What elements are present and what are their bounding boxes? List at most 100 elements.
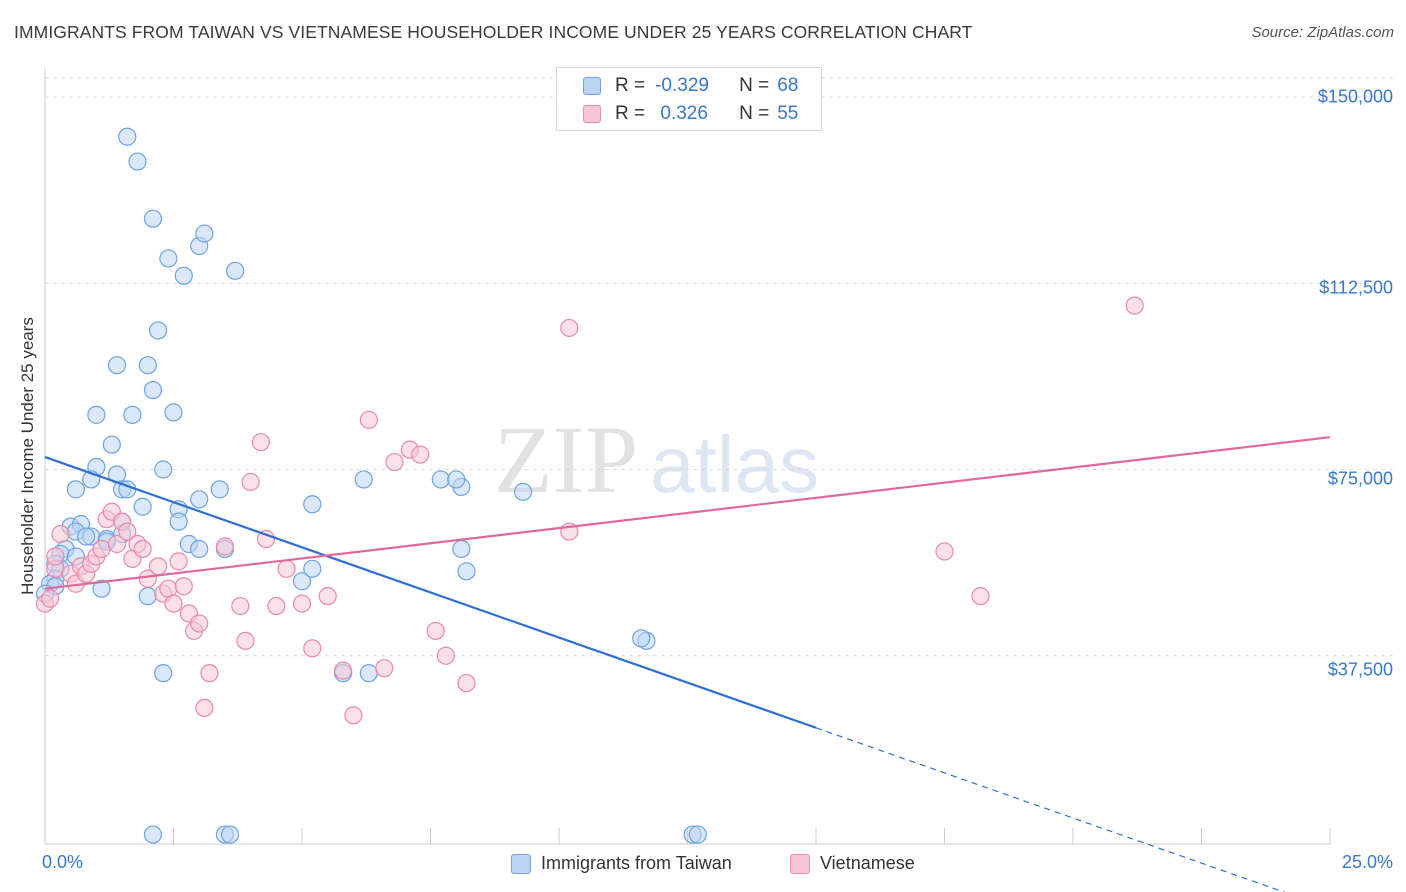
- legend-item-vietnamese[interactable]: Vietnamese: [790, 853, 915, 874]
- watermark-atlas: atlas: [650, 420, 819, 509]
- axes: [44, 68, 1331, 845]
- vietnamese-point: [118, 522, 137, 541]
- vietnamese-point: [359, 410, 378, 429]
- vietnamese-point: [385, 452, 404, 472]
- vietnamese-point: [200, 664, 219, 683]
- vietnamese-point: [190, 614, 209, 633]
- vietnamese-point: [971, 587, 990, 606]
- taiwan-point: [92, 579, 111, 598]
- vietnamese-point: [92, 539, 111, 559]
- taiwan-trend-line: [44, 456, 817, 729]
- taiwan-point: [123, 405, 142, 424]
- r-value: 0.326: [655, 103, 708, 124]
- r-label: R =: [615, 75, 646, 96]
- vietnamese-point: [277, 559, 296, 578]
- taiwan-point: [148, 321, 168, 340]
- source-label: Source: ZipAtlas.com: [1251, 24, 1394, 41]
- vietnamese-point: [236, 631, 255, 650]
- vietnamese-point: [51, 524, 70, 544]
- vietnamese-point: [292, 594, 312, 613]
- vietnamese-point: [256, 529, 276, 549]
- y-tick-label: $150,000: [1317, 86, 1393, 107]
- taiwan-point: [87, 405, 106, 424]
- vietnamese-point: [215, 537, 234, 556]
- taiwan-swatch: [511, 853, 531, 874]
- taiwan-point: [154, 664, 173, 683]
- data-points: [35, 127, 1144, 844]
- vietnamese-point: [107, 534, 127, 554]
- vietnamese-point: [303, 639, 322, 658]
- taiwan-point: [118, 127, 137, 146]
- legend-label-vietnamese: Vietnamese: [820, 853, 915, 873]
- taiwan-point: [303, 559, 322, 578]
- taiwan-point: [138, 587, 157, 606]
- x-tick-label-left: 0.0%: [42, 852, 84, 872]
- taiwan-point: [154, 460, 173, 479]
- vietnamese-point: [231, 596, 250, 616]
- trend-lines: [44, 436, 1331, 892]
- taiwan-point: [143, 380, 163, 400]
- taiwan-point: [447, 470, 466, 489]
- n-value: 68: [777, 75, 799, 96]
- r-value: -0.329: [655, 75, 709, 96]
- stats-row-taiwan: R = -0.329 N = 68: [583, 74, 798, 98]
- y-tick-label: $37,500: [1327, 659, 1393, 680]
- vietnamese-swatch: [790, 853, 810, 874]
- taiwan-point: [359, 664, 378, 683]
- vietnamese-point: [457, 673, 476, 693]
- legend-item-taiwan[interactable]: Immigrants from Taiwan: [511, 853, 732, 874]
- vietnamese-point: [411, 445, 430, 464]
- taiwan-point: [143, 825, 163, 844]
- vietnamese-point: [46, 547, 65, 566]
- vietnamese-point: [164, 594, 183, 613]
- vietnamese-point: [375, 659, 394, 678]
- vietnamese-point: [318, 587, 337, 606]
- taiwan-point: [143, 209, 163, 228]
- vietnamese-point: [1125, 296, 1144, 315]
- taiwan-point: [138, 356, 157, 375]
- vietnamese-point: [133, 539, 152, 559]
- vietnamese-point: [169, 552, 188, 571]
- taiwan-point: [354, 470, 373, 489]
- r-label: R =: [615, 103, 646, 124]
- watermark: ZIP atlas: [494, 406, 819, 513]
- taiwan-point: [128, 152, 147, 171]
- n-label: N =: [739, 103, 770, 124]
- chart-title: IMMIGRANTS FROM TAIWAN VS VIETNAMESE HOU…: [14, 22, 973, 42]
- taiwan-point: [164, 403, 183, 422]
- taiwan-point: [190, 539, 209, 559]
- vietnamese-point: [241, 472, 260, 492]
- taiwan-trend-line-extension: [815, 727, 1286, 892]
- n-value: 55: [777, 103, 799, 124]
- taiwan-point: [457, 562, 476, 581]
- vietnamese-point: [344, 706, 363, 725]
- vietnamese-point: [41, 589, 60, 608]
- vietnamese-point: [251, 433, 270, 452]
- taiwan-point: [133, 497, 152, 516]
- x-tick-label-right: 25.0%: [1341, 852, 1393, 872]
- vietnamese-point: [148, 557, 168, 576]
- taiwan-point: [513, 482, 533, 501]
- y-tick-label: $75,000: [1327, 468, 1393, 489]
- taiwan-point: [169, 512, 188, 531]
- stats-row-vietnamese: R = 0.326 N = 55: [583, 102, 798, 126]
- taiwan-point: [210, 480, 229, 499]
- taiwan-point: [226, 261, 245, 280]
- vietnamese-point: [267, 596, 286, 616]
- taiwan-point: [688, 825, 707, 844]
- vietnamese-point: [195, 698, 214, 718]
- taiwan-point: [102, 435, 121, 454]
- taiwan-point: [174, 266, 193, 285]
- taiwan-point: [632, 629, 651, 648]
- taiwan-point: [303, 495, 322, 514]
- gridlines: [45, 77, 1395, 657]
- vietnamese-point: [334, 661, 353, 680]
- legend-label-taiwan: Immigrants from Taiwan: [541, 853, 732, 873]
- taiwan-point: [190, 490, 209, 509]
- taiwan-point: [159, 249, 178, 268]
- taiwan-point: [292, 572, 312, 591]
- vietnamese-point: [138, 569, 157, 588]
- vietnamese-swatch: [583, 105, 601, 123]
- taiwan-point: [220, 825, 240, 844]
